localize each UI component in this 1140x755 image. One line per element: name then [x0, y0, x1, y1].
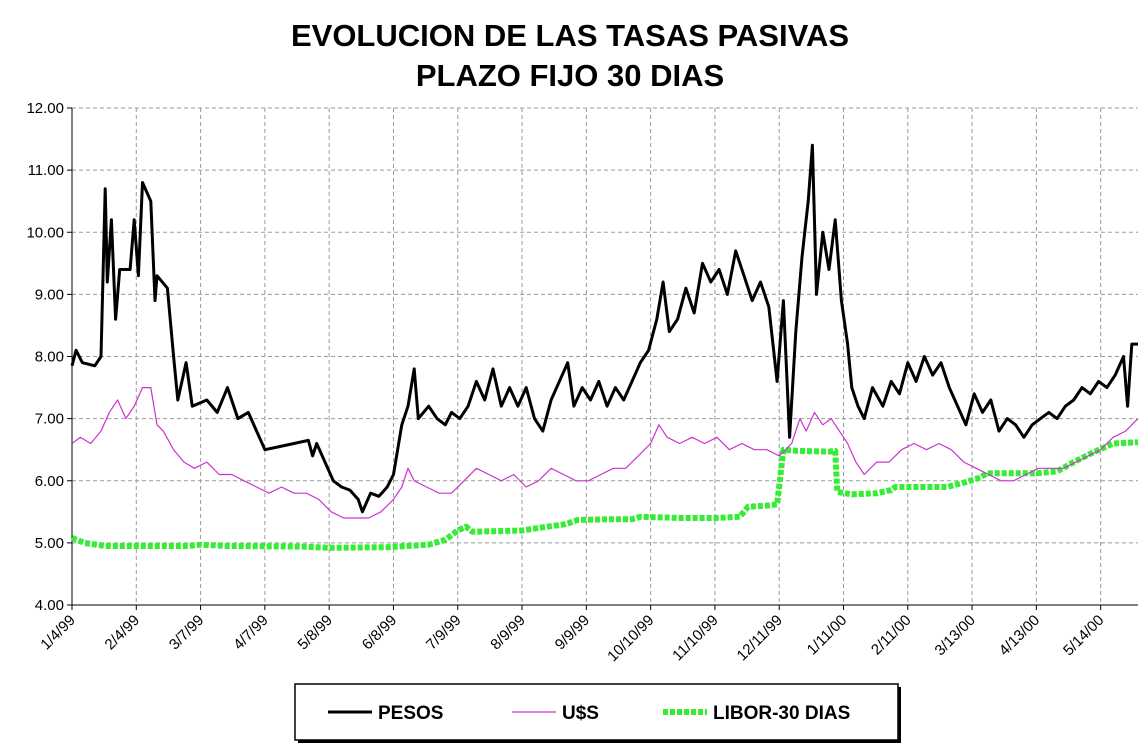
series-lines [70, 143, 1139, 551]
x-tick-label: 12/11/99 [734, 612, 787, 665]
y-tick-label: 11.00 [28, 162, 64, 179]
y-tick-label: 5.00 [35, 535, 64, 552]
legend-label: LIBOR-30 DIAS [713, 703, 850, 724]
x-tick-label: 11/10/99 [669, 612, 722, 665]
y-tick-label: 12.00 [26, 100, 64, 117]
legend-box [294, 683, 899, 741]
x-tick-label: 2/11/00 [868, 612, 915, 659]
y-tick-label: 9.00 [35, 286, 64, 303]
y-tick-label: 10.00 [26, 224, 64, 241]
series-line-pesos [70, 143, 1138, 514]
y-tick-label: 8.00 [35, 349, 64, 366]
x-tick-label: 7/9/99 [423, 612, 465, 654]
x-tick-label: 3/13/00 [932, 612, 979, 659]
x-tick-label: 9/9/99 [552, 612, 594, 654]
axes: 4.00 5.00 6.00 7.00 8.00 9.00 10.00 11.00 12.00 1… [26, 100, 1138, 665]
x-tick-label: 10/10/99 [604, 612, 657, 665]
x-tick-label: 6/8/99 [359, 612, 401, 654]
chart-title-line-2: PLAZO FIJO 30 DIAS [415, 58, 725, 93]
legend-label: PESOS [378, 703, 443, 724]
x-tick-label: 4/13/00 [996, 612, 1043, 659]
legend-label: U$S [562, 703, 599, 724]
x-tick-label: 1/11/00 [804, 612, 851, 659]
x-tick-label: 8/9/99 [487, 612, 529, 654]
chart-title-line-1: EVOLUCION DE LAS TASAS PASIVAS [290, 18, 850, 53]
series-line-libor-30-dias [70, 439, 1139, 551]
y-tick-label: 7.00 [35, 411, 64, 428]
x-tick-label: 3/7/99 [166, 612, 208, 654]
y-tick-label: 6.00 [35, 473, 64, 490]
x-tick-label: 4/7/99 [230, 612, 272, 654]
x-tick-label: 1/4/99 [37, 612, 79, 654]
y-tick-label: 4.00 [35, 597, 64, 614]
x-tick-label: 2/4/99 [102, 612, 144, 654]
grid-lines [71, 107, 1138, 605]
x-tick-label: 5/14/00 [1060, 612, 1107, 659]
legend: PESOS U$S LIBOR-30 DIAS [294, 683, 901, 743]
x-tick-label: 5/8/99 [294, 612, 336, 654]
series-line-u-s [71, 387, 1139, 519]
